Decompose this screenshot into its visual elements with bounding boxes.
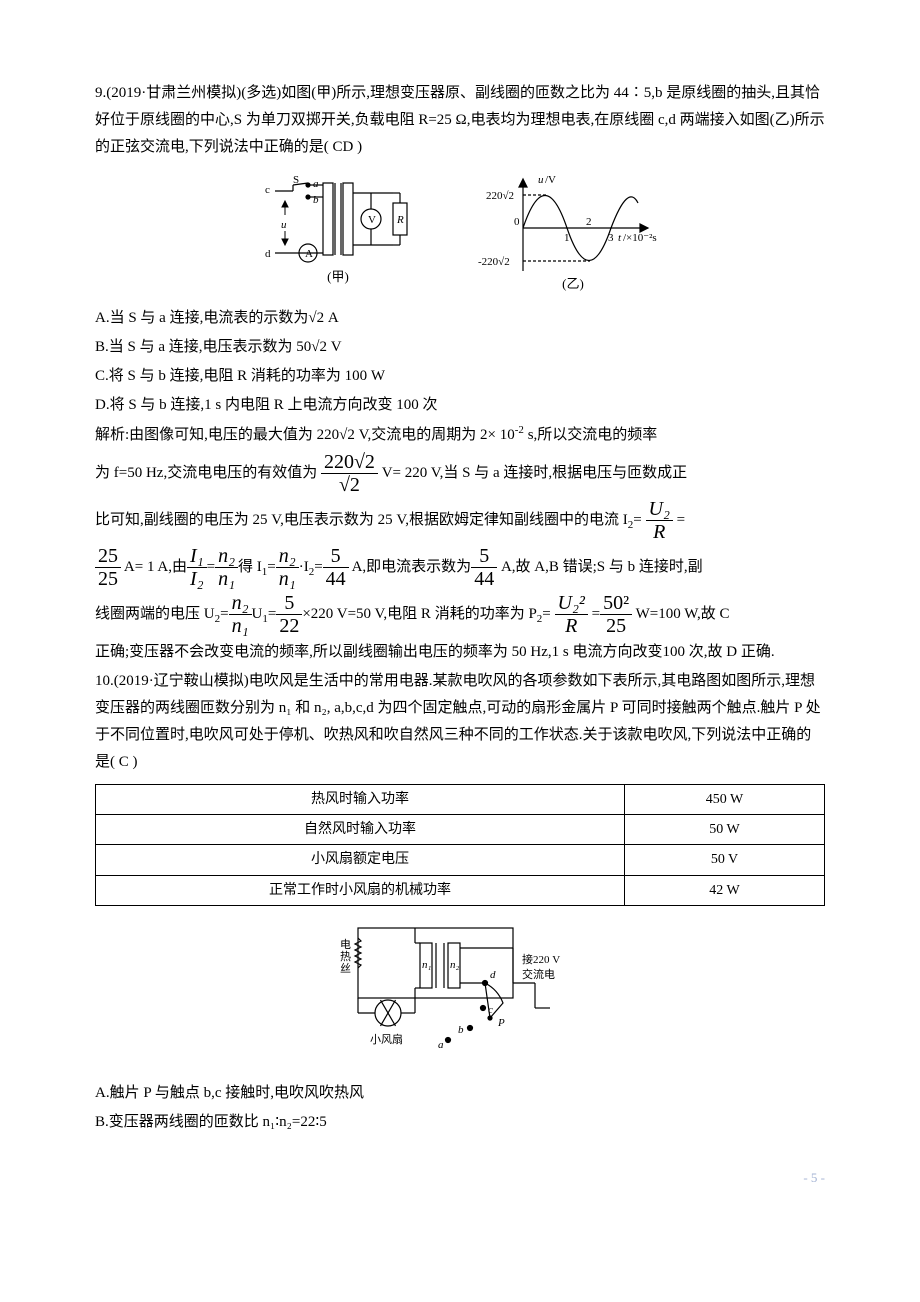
svg-text:b: b (313, 194, 319, 206)
svg-text:b: b (458, 1024, 464, 1036)
svg-text:c: c (265, 184, 270, 196)
svg-text:3: 3 (608, 232, 614, 244)
table-row: 热风时输入功率450 W (96, 785, 825, 815)
svg-text:n₂: n₂ (450, 959, 460, 971)
q9-explain-4: 2525 A= 1 A,由I₁I₂=n₂n₁得 I1=n₂n₁·I2=544 A… (95, 545, 825, 590)
svg-text:R: R (396, 214, 404, 226)
svg-text:0: 0 (514, 216, 520, 228)
q9-option-b: B.当 S 与 a 连接,电压表示数为 50√2 V (95, 334, 825, 361)
table-row: 小风扇额定电压50 V (96, 845, 825, 875)
svg-text:c: c (488, 1004, 493, 1016)
q9-option-d: D.将 S 与 b 连接,1 s 内电阻 R 上电流方向改变 100 次 (95, 392, 825, 419)
svg-text:/V: /V (545, 174, 556, 186)
svg-text:d: d (490, 969, 496, 981)
svg-text:V: V (368, 214, 376, 226)
q10-param-table: 热风时输入功率450 W 自然风时输入功率50 W 小风扇额定电压50 V 正常… (95, 784, 825, 906)
heater-label: 电 (340, 938, 351, 951)
sine-graph-yi: u/V 220√2 0 -220√2 1 2 3 t/×10⁻²s (乙) (478, 173, 658, 293)
table-row: 自然风时输入功率50 W (96, 815, 825, 845)
fan-label: 小风扇 (370, 1032, 403, 1046)
q9-explain-6: 正确;变压器不会改变电流的频率,所以副线圈输出电压的频率为 50 Hz,1 s … (95, 639, 825, 666)
svg-text:2: 2 (586, 216, 592, 228)
q10-header: 10.(2019·辽宁鞍山模拟)电吹风是生活中的常用电器.某款电吹风的各项参数如… (95, 668, 825, 776)
q9-option-a: A.当 S 与 a 连接,电流表的示数为√2 A (95, 305, 825, 332)
q9-option-c: C.将 S 与 b 连接,电阻 R 消耗的功率为 100 W (95, 363, 825, 390)
table-row: 正常工作时小风扇的机械功率42 W (96, 875, 825, 905)
ac-label-2: 交流电 (522, 967, 555, 981)
q9-figures: c d u S a b V R A (甲) (95, 173, 825, 293)
page-number: - 5 - (95, 1166, 825, 1189)
svg-text:A: A (305, 248, 313, 260)
svg-text:u: u (538, 174, 544, 186)
svg-text:n₁: n₁ (422, 959, 432, 971)
q9-explain-2: 为 f=50 Hz,交流电电压的有效值为 220√2√2 V= 220 V,当 … (95, 451, 825, 496)
caption-yi: (乙) (562, 276, 584, 291)
svg-text:S: S (293, 174, 299, 186)
svg-text:-220√2: -220√2 (478, 256, 510, 268)
svg-text:a: a (313, 178, 319, 190)
ac-label-1: 接220 V (522, 953, 560, 966)
svg-text:1: 1 (564, 232, 570, 244)
q10-figure: 电 热 丝 小风扇 n₁ n₂ d c b a P 接220 V 交流电 (95, 918, 825, 1068)
q10-option-b: B.变压器两线圈的匝数比 n₁∶n₂=22∶5 (95, 1109, 825, 1136)
hairdryer-circuit: 电 热 丝 小风扇 n₁ n₂ d c b a P 接220 V 交流电 (340, 918, 580, 1068)
svg-text:t: t (618, 232, 622, 244)
svg-text:220√2: 220√2 (486, 190, 514, 202)
caption-jia: (甲) (327, 269, 349, 284)
svg-text:丝: 丝 (340, 962, 351, 975)
q10-option-a: A.触片 P 与触点 b,c 接触时,电吹风吹热风 (95, 1080, 825, 1107)
q9-explain-3: 比可知,副线圈的电压为 25 V,电压表示数为 25 V,根据欧姆定律知副线圈中… (95, 498, 825, 543)
q9-explain-5: 线圈两端的电压 U2=n₂n₁U1=522×220 V=50 V,电阻 R 消耗… (95, 592, 825, 637)
svg-text:/×10⁻²s: /×10⁻²s (623, 232, 657, 244)
q9-header: 9.(2019·甘肃兰州模拟)(多选)如图(甲)所示,理想变压器原、副线圈的匝数… (95, 80, 825, 161)
svg-text:P: P (497, 1017, 505, 1029)
svg-text:d: d (265, 248, 271, 260)
circuit-diagram-jia: c d u S a b V R A (甲) (263, 173, 438, 293)
q9-explain-1: 解析:由图像可知,电压的最大值为 220√2 V,交流电的周期为 2× 10-2… (95, 421, 825, 449)
svg-text:u: u (281, 219, 287, 231)
svg-text:热: 热 (340, 950, 351, 963)
svg-text:a: a (438, 1039, 444, 1051)
